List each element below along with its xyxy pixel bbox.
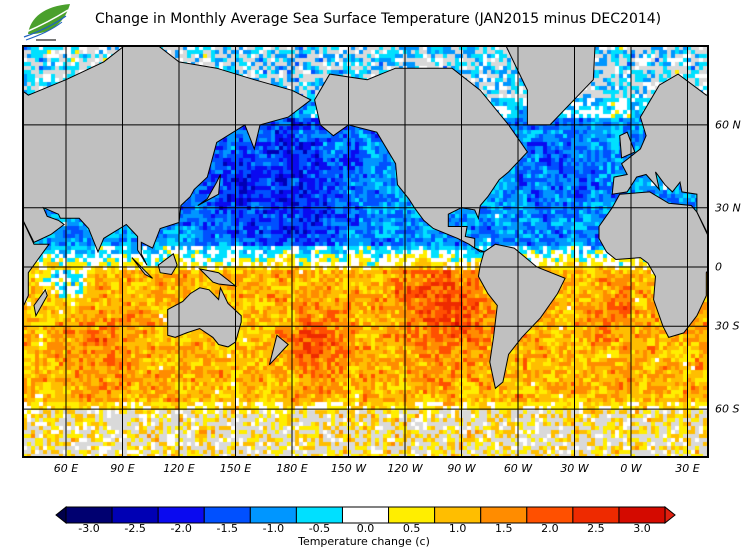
latitude-label: 30 S	[715, 319, 740, 333]
colorbar-tick-label: -1.5	[216, 522, 238, 535]
colorbar-tick-label: -2.5	[124, 522, 146, 535]
longitude-label: 30 W	[560, 462, 589, 475]
colorbar-swatch	[388, 506, 436, 524]
colorbar-swatch	[295, 506, 343, 524]
colorbar-tick-label: -1.0	[262, 522, 285, 535]
colorbar-swatch	[65, 506, 113, 524]
landmass	[268, 334, 289, 366]
colorbar-under-arrow	[55, 505, 67, 525]
latitude-label: 0	[715, 260, 722, 274]
landmass	[505, 46, 596, 126]
colorbar-label: Temperature change (c)	[298, 535, 430, 548]
longitude-label: 90 W	[447, 462, 476, 475]
chart-title: Change in Monthly Average Sea Surface Te…	[95, 11, 662, 27]
colorbar-tick-label: -2.0	[170, 522, 192, 535]
landmass	[198, 268, 238, 287]
landmass	[611, 73, 708, 236]
latitude-label: 30 N	[715, 201, 741, 215]
longitude-label: 120 W	[387, 462, 423, 475]
landmass	[167, 286, 242, 348]
colorbar-swatch	[249, 506, 297, 524]
landmass	[33, 288, 48, 318]
longitude-label: 150 E	[219, 462, 252, 475]
landmass	[157, 252, 178, 276]
colorbar-swatch	[157, 506, 205, 524]
longitude-label: 60 E	[53, 462, 79, 475]
graticule	[23, 46, 708, 457]
longitude-label: 60 W	[503, 462, 533, 475]
longitude-label: 180 E	[276, 462, 308, 475]
landmass	[23, 46, 312, 266]
colorbar-swatch	[618, 506, 666, 524]
colorbar-swatch	[572, 506, 620, 524]
colorbar-tick-label: 1.0	[448, 522, 467, 535]
colorbar-swatch	[111, 506, 159, 524]
longitude-label: 150 W	[330, 462, 367, 475]
landmass	[477, 243, 566, 390]
colorbar-swatch	[434, 506, 482, 524]
longitude-label: 90 E	[110, 462, 135, 475]
colorbar-tick-label: -3.0	[78, 522, 100, 535]
colorbar-tick-label: 1.5	[495, 522, 513, 535]
observatory-logo	[23, 4, 70, 41]
latitude-label: 60 N	[715, 118, 741, 132]
land-masses	[23, 46, 708, 390]
colorbar-tick-label: -0.5	[308, 522, 331, 535]
colorbar-swatch	[480, 506, 528, 524]
longitude-label: 0 W	[620, 462, 642, 475]
landmass	[598, 191, 708, 338]
longitude-label: 30 E	[675, 462, 700, 475]
colorbar-tick-label: 0.0	[356, 522, 375, 535]
colorbar-swatch	[203, 506, 251, 524]
colorbar-tick-label: 0.5	[402, 522, 421, 535]
colorbar-swatch	[526, 506, 574, 524]
landmass	[131, 257, 153, 279]
longitude-label: 120 E	[163, 462, 195, 475]
landmass	[197, 174, 221, 206]
colorbar-tick-label: 3.0	[633, 522, 651, 535]
colorbar-swatch	[341, 506, 390, 524]
colorbar-over-arrow	[664, 505, 676, 525]
colorbar-tick-label: 2.5	[587, 522, 605, 535]
colorbar-tick-label: 2.0	[541, 522, 559, 535]
latitude-label: 60 S	[715, 402, 740, 416]
landmass	[23, 219, 50, 309]
map-frame	[22, 45, 709, 458]
